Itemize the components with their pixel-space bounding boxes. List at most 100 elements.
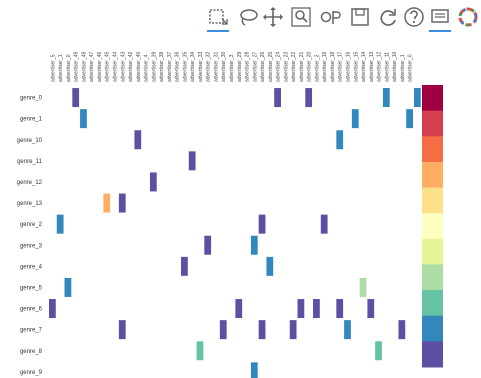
colorbar-segment [422,161,443,189]
heatmap-cell[interactable] [49,299,56,319]
column-label: advertiser_19 [322,51,328,82]
column-label: advertiser_13 [369,51,375,82]
heatmap-cell[interactable] [250,362,258,378]
heatmap-cell[interactable] [250,235,258,255]
column-label: advertiser_2 [314,54,320,82]
column-label: advertiser_23 [283,51,289,82]
heatmap-cell[interactable] [118,320,126,340]
heatmap-cell[interactable] [258,320,266,340]
heatmap-cell[interactable] [266,256,274,276]
row-label: genre_2 [20,222,43,228]
column-label: advertiser_46 [97,51,103,82]
heatmap-cell[interactable] [72,88,80,108]
row-label: genre_4 [20,264,43,270]
heatmap-cell[interactable] [289,320,297,340]
column-label: advertiser_26 [260,51,266,82]
column-label: advertiser_22 [291,51,297,82]
colorbar-segment [422,136,443,163]
column-label: advertiser_11 [384,52,390,82]
row-label: genre_5 [20,285,43,291]
heatmap-cell[interactable] [80,109,87,129]
row-label: genre_9 [20,370,43,376]
heatmap-cell[interactable] [367,299,375,319]
heatmap-cell[interactable] [181,256,188,276]
lasso-select-icon[interactable] [235,4,261,30]
column-label: advertiser_15 [353,51,359,82]
row-label: genre_1 [20,117,43,123]
heatmap-cell[interactable] [406,109,413,129]
column-label: advertiser_49 [74,51,80,82]
column-label: advertiser_40 [136,51,142,82]
colorbar-segment [422,110,443,137]
heatmap-cell[interactable] [351,109,359,129]
colorbar-segment [422,264,443,291]
row-label: genre_12 [17,180,43,186]
heatmap-cell[interactable] [398,320,406,340]
colorbar-segment [422,238,443,265]
colorbar-segment [422,187,443,214]
row-label: genre_11 [17,159,43,165]
column-label: advertiser_36 [175,51,181,82]
row-label: genre_7 [20,328,43,334]
heatmap-cell[interactable] [336,299,344,319]
bokeh-logo-icon[interactable] [455,4,481,30]
column-label: advertiser_45 [105,51,111,82]
column-label: advertiser_27 [252,51,258,82]
heatmap-cell[interactable] [297,299,305,319]
colorbar-segment [422,85,443,112]
heatmap-cell[interactable] [305,88,313,108]
row-label: genre_8 [20,349,43,355]
heatmap-cell[interactable] [274,88,281,108]
help-icon[interactable] [401,4,427,30]
hover-icon[interactable] [317,4,343,30]
column-label: advertiser_12 [377,51,383,82]
heatmap-cell[interactable] [414,88,421,108]
heatmap-cell[interactable] [382,88,390,108]
column-label: advertiser_0 [408,54,414,82]
column-label: advertiser_28 [245,51,251,82]
row-label: genre_6 [20,307,43,313]
heatmap-cell[interactable] [258,214,266,234]
heatmap-cell[interactable] [336,130,344,150]
column-label: advertiser_37 [167,51,173,82]
box-select-icon[interactable] [205,4,231,32]
heatmap-cell[interactable] [103,193,111,213]
column-label: advertiser_24 [276,51,282,82]
heatmap-cell[interactable] [149,172,157,192]
heatmap-cell[interactable] [204,235,212,255]
heatmap-cell[interactable] [359,277,367,297]
heatmap-cell[interactable] [313,299,320,319]
heatmap-cell[interactable] [375,341,382,361]
heatmap-cell[interactable] [118,193,126,213]
row-label: genre_0 [20,96,43,102]
column-label: advertiser_29 [237,51,243,82]
heatmap-cell[interactable] [320,214,328,234]
column-label: advertiser_16 [345,51,351,82]
tooltip-icon[interactable] [427,4,453,32]
column-label: advertiser_32 [206,51,212,82]
heatmap-cell[interactable] [196,341,204,361]
heatmap-cell[interactable] [64,277,72,297]
column-label: advertiser_0 [66,54,72,82]
column-label: advertiser_1 [58,54,64,82]
column-label: advertiser_4 [144,54,150,82]
column-label: advertiser_48 [81,51,87,82]
heatmap-cell[interactable] [219,320,227,340]
pan-icon[interactable] [260,4,286,30]
heatmap-cell[interactable] [235,299,243,319]
heatmap-cell[interactable] [188,151,196,171]
row-label: genre_10 [17,138,43,144]
save-icon[interactable] [347,4,373,30]
column-label: advertiser_34 [190,51,196,82]
column-label: advertiser_38 [159,51,165,82]
heatmap-cell[interactable] [344,320,351,340]
column-label: advertiser_35 [182,51,188,82]
column-label: advertiser_30 [221,51,227,82]
heatmap-cell[interactable] [134,130,142,150]
heatmap-svg: advertiser_5 advertiser_1 advertiser_0 adve… [17,51,443,378]
heatmap-cell[interactable] [56,214,64,234]
column-label: advertiser_25 [268,51,274,82]
box-zoom-icon[interactable] [288,4,314,30]
toolbar [205,4,481,32]
reset-icon[interactable] [375,4,401,30]
